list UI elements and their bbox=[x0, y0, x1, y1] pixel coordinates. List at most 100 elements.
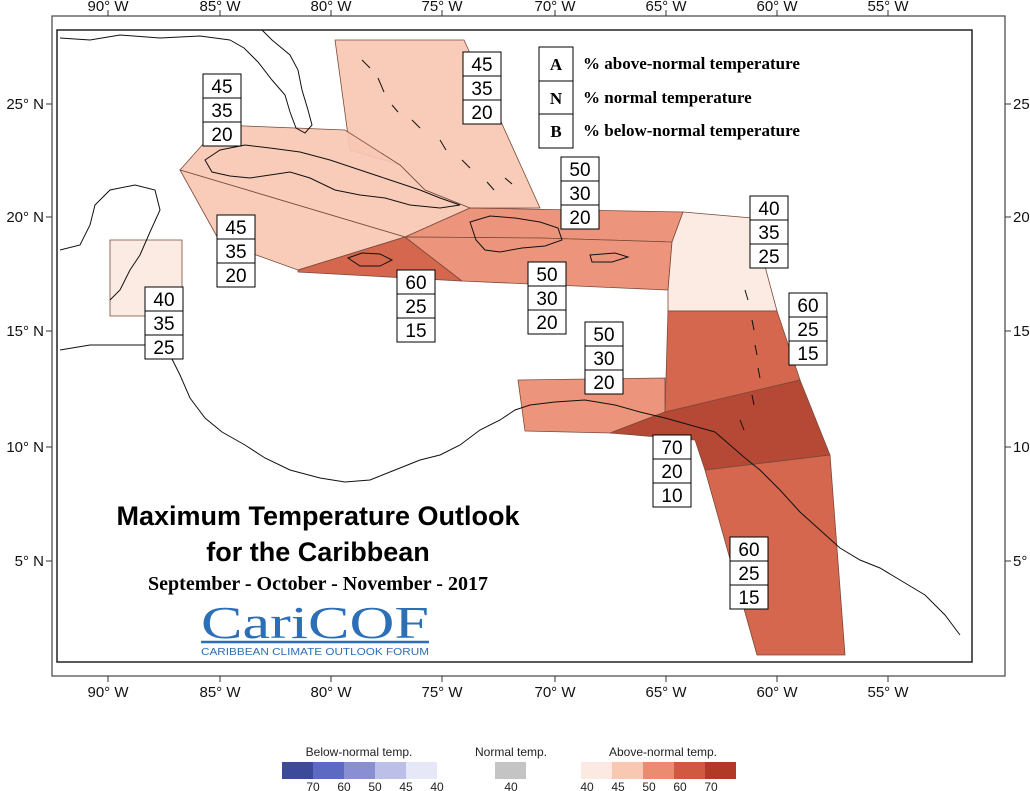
colorbar-swatch bbox=[705, 762, 736, 779]
logo-subtitle: CARIBBEAN CLIMATE OUTLOOK FORUM bbox=[201, 646, 429, 658]
lon-label-bottom: 70° W bbox=[534, 684, 576, 701]
below-value: 20 bbox=[225, 266, 246, 287]
colorbar-swatch bbox=[495, 762, 526, 779]
logo-wordmark: CariCOF bbox=[201, 597, 429, 648]
probability-labels: 45 35 20 45 35 20 45 35 20 40 35 25 bbox=[144, 51, 828, 610]
probability-key: A N B % above-normal temperature % norma… bbox=[538, 46, 800, 149]
caricof-logo: CariCOF CARIBBEAN CLIMATE OUTLOOK FORUM bbox=[201, 597, 429, 658]
normal-value: 25 bbox=[405, 297, 426, 318]
lat-label-right: 5° N bbox=[1013, 553, 1030, 570]
above-value: 60 bbox=[738, 540, 759, 561]
normal-value: 35 bbox=[225, 242, 246, 263]
stack-guianas: 60 25 15 bbox=[729, 536, 769, 610]
lat-label-right: 20° N bbox=[1013, 209, 1030, 226]
stack-hispaniola: 50 30 20 bbox=[560, 156, 600, 230]
normal-value: 25 bbox=[738, 564, 759, 585]
bahamas-islands bbox=[361, 59, 513, 191]
lat-label-left: 15° N bbox=[6, 323, 44, 340]
lat-label-left: 10° N bbox=[6, 439, 44, 456]
colorbar-tick: 60 bbox=[337, 780, 351, 791]
lon-label-bottom: 80° W bbox=[310, 684, 352, 701]
lat-label-left: 20° N bbox=[6, 209, 44, 226]
gulf-coast bbox=[59, 34, 231, 41]
lat-label-right: 25° N bbox=[1013, 96, 1030, 113]
normal-value: 30 bbox=[569, 184, 590, 205]
above-value: 70 bbox=[661, 438, 682, 459]
lon-label-bottom: 90° W bbox=[87, 684, 129, 701]
colorbar-tick: 50 bbox=[368, 780, 382, 791]
key-text-above: % above-normal temperature bbox=[583, 54, 800, 73]
normal-value: 35 bbox=[471, 79, 492, 100]
lat-label-left: 5° N bbox=[15, 553, 44, 570]
colorbar-below-swatches bbox=[282, 762, 437, 779]
lon-label-top: 80° W bbox=[310, 0, 352, 15]
normal-value: 35 bbox=[153, 314, 174, 335]
florida-coast bbox=[229, 29, 313, 134]
lat-label-left: 25° N bbox=[6, 96, 44, 113]
normal-value: 30 bbox=[593, 349, 614, 370]
colorbar-above-swatches bbox=[581, 762, 736, 779]
stack-cuba-south: 45 35 20 bbox=[216, 214, 256, 288]
below-value: 25 bbox=[153, 338, 174, 359]
lon-label-top: 90° W bbox=[87, 0, 129, 15]
above-value: 50 bbox=[536, 265, 557, 286]
below-value: 20 bbox=[211, 125, 232, 146]
colorbar-tick: 40 bbox=[580, 780, 594, 791]
colorbar-swatch bbox=[406, 762, 437, 779]
key-letter-normal: N bbox=[550, 89, 563, 108]
hispaniola-coast bbox=[469, 215, 563, 253]
lon-label-bottom: 65° W bbox=[645, 684, 687, 701]
above-value: 50 bbox=[593, 325, 614, 346]
latitude-axis: 25° N 20° N 15° N 10° N 5° N 25° N 20° N… bbox=[6, 96, 1030, 570]
normal-value: 20 bbox=[661, 462, 682, 483]
colorbar-above-title: Above-normal temp. bbox=[609, 745, 717, 759]
colorbar-normal-title: Normal temp. bbox=[475, 745, 547, 759]
below-value: 20 bbox=[569, 208, 590, 229]
colorbar-tick: 60 bbox=[673, 780, 687, 791]
lon-label-bottom: 55° W bbox=[867, 684, 909, 701]
lon-label-bottom: 60° W bbox=[756, 684, 798, 701]
colorbar-swatch bbox=[612, 762, 643, 779]
below-value: 10 bbox=[661, 486, 682, 507]
stack-hispaniola-south: 50 30 20 bbox=[527, 261, 567, 335]
colorbar-swatch bbox=[282, 762, 313, 779]
normal-value: 35 bbox=[758, 223, 779, 244]
south-america-coast bbox=[714, 431, 961, 636]
cuba-coast bbox=[204, 144, 461, 209]
colorbar-tick: 40 bbox=[430, 780, 444, 791]
lon-label-top: 65° W bbox=[645, 0, 687, 15]
colorbar-swatch bbox=[313, 762, 344, 779]
yucatan-coast bbox=[59, 184, 161, 301]
colorbar-tick: 45 bbox=[399, 780, 413, 791]
colorbar-swatch bbox=[674, 762, 705, 779]
lon-label-bottom: 85° W bbox=[199, 684, 241, 701]
lon-label-top: 85° W bbox=[199, 0, 241, 15]
above-value: 45 bbox=[211, 77, 232, 98]
key-text-below: % below-normal temperature bbox=[583, 121, 800, 140]
lon-label-top: 75° W bbox=[421, 0, 463, 15]
colorbar-tick: 50 bbox=[642, 780, 656, 791]
central-america-coast bbox=[59, 344, 716, 483]
below-value: 15 bbox=[797, 344, 818, 365]
jamaica-coast bbox=[346, 252, 394, 267]
below-value: 20 bbox=[471, 103, 492, 124]
longitude-axis: 90° W 85° W 80° W 75° W 70° W 65° W 60° … bbox=[87, 0, 909, 701]
normal-value: 35 bbox=[211, 101, 232, 122]
above-value: 45 bbox=[225, 218, 246, 239]
lon-label-top: 70° W bbox=[534, 0, 576, 15]
below-value: 20 bbox=[593, 373, 614, 394]
stack-belize: 40 35 25 bbox=[144, 286, 184, 360]
colorbar-swatch bbox=[375, 762, 406, 779]
stack-northern-leewards: 40 35 25 bbox=[749, 195, 789, 269]
below-value: 15 bbox=[738, 588, 759, 609]
key-letter-below: B bbox=[550, 122, 561, 141]
lon-label-top: 55° W bbox=[867, 0, 909, 15]
colorbar-swatch bbox=[643, 762, 674, 779]
colorbar-swatch bbox=[581, 762, 612, 779]
stack-trinidad-tobago: 70 20 10 bbox=[652, 434, 692, 508]
colorbar-tick: 45 bbox=[611, 780, 625, 791]
below-value: 15 bbox=[405, 321, 426, 342]
stack-cuba: 45 35 20 bbox=[202, 73, 242, 147]
below-value: 25 bbox=[758, 247, 779, 268]
